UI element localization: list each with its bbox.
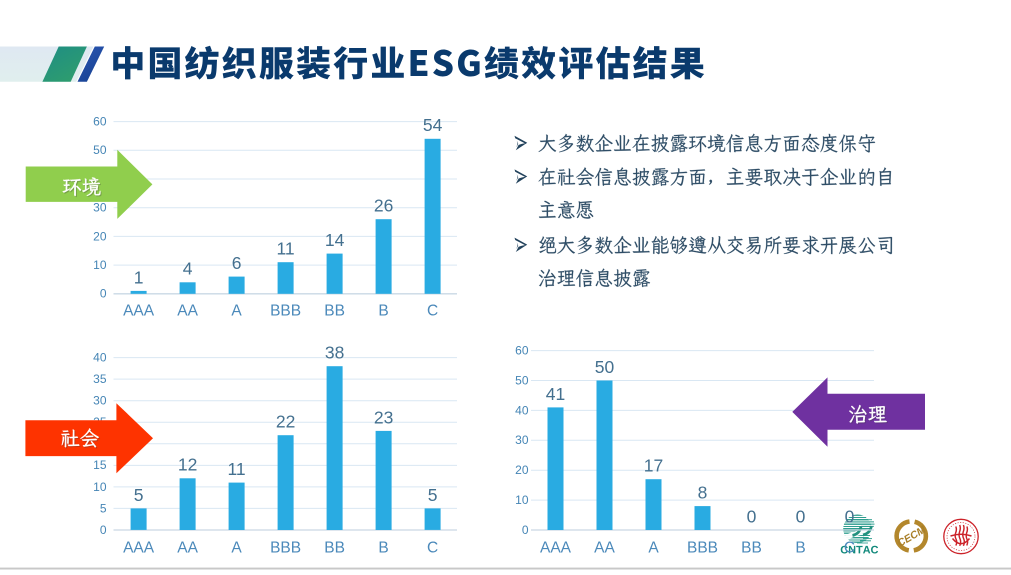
svg-text:38: 38	[325, 343, 344, 363]
svg-text:BB: BB	[324, 540, 345, 557]
svg-text:1: 1	[134, 267, 144, 287]
svg-text:BB: BB	[741, 540, 762, 557]
svg-text:40: 40	[93, 351, 107, 365]
svg-text:50: 50	[595, 357, 615, 377]
svg-text:35: 35	[93, 372, 107, 386]
svg-text:10: 10	[93, 258, 107, 272]
svg-text:A: A	[648, 540, 659, 557]
svg-text:12: 12	[178, 455, 197, 475]
svg-text:AA: AA	[594, 540, 615, 557]
svg-text:50: 50	[93, 143, 107, 157]
svg-text:BBB: BBB	[687, 540, 718, 557]
svg-text:0: 0	[747, 506, 757, 526]
svg-text:11: 11	[277, 239, 295, 259]
svg-text:22: 22	[276, 412, 295, 432]
svg-text:30: 30	[93, 201, 107, 215]
svg-text:23: 23	[374, 407, 393, 427]
svg-text:B: B	[378, 303, 388, 320]
svg-text:4: 4	[183, 259, 193, 279]
svg-text:0: 0	[522, 523, 529, 537]
svg-text:40: 40	[515, 403, 529, 417]
svg-text:B: B	[795, 540, 805, 557]
svg-text:AAA: AAA	[123, 540, 155, 557]
svg-text:C: C	[427, 303, 438, 320]
svg-text:5: 5	[134, 485, 144, 505]
svg-text:54: 54	[423, 115, 443, 135]
svg-text:BBB: BBB	[270, 540, 301, 557]
svg-text:10: 10	[93, 480, 107, 494]
svg-text:AA: AA	[177, 540, 198, 557]
svg-text:0: 0	[845, 506, 855, 526]
svg-text:10: 10	[515, 493, 529, 507]
svg-text:6: 6	[232, 253, 242, 273]
svg-text:30: 30	[515, 433, 529, 447]
svg-text:A: A	[231, 540, 242, 557]
svg-text:5: 5	[100, 501, 107, 515]
svg-text:C: C	[427, 540, 438, 557]
svg-text:C: C	[844, 540, 855, 557]
svg-text:8: 8	[698, 483, 708, 503]
svg-text:BBB: BBB	[270, 303, 301, 320]
svg-text:AAA: AAA	[123, 303, 155, 320]
svg-text:20: 20	[93, 229, 107, 243]
svg-text:60: 60	[515, 344, 529, 358]
svg-text:AA: AA	[177, 303, 198, 320]
svg-text:15: 15	[93, 458, 107, 472]
svg-text:14: 14	[325, 230, 345, 250]
svg-text:20: 20	[515, 463, 529, 477]
svg-text:50: 50	[515, 373, 529, 387]
svg-text:60: 60	[93, 115, 107, 129]
svg-text:0: 0	[796, 506, 806, 526]
svg-text:0: 0	[100, 523, 107, 537]
svg-text:A: A	[231, 303, 242, 320]
svg-text:26: 26	[374, 196, 393, 216]
svg-text:5: 5	[428, 485, 438, 505]
svg-text:11: 11	[228, 459, 246, 479]
svg-text:41: 41	[546, 384, 565, 404]
svg-text:0: 0	[100, 287, 107, 301]
svg-text:BB: BB	[324, 303, 345, 320]
svg-text:30: 30	[93, 394, 107, 408]
svg-text:B: B	[378, 540, 388, 557]
svg-text:AAA: AAA	[540, 540, 572, 557]
svg-text:17: 17	[644, 456, 663, 476]
